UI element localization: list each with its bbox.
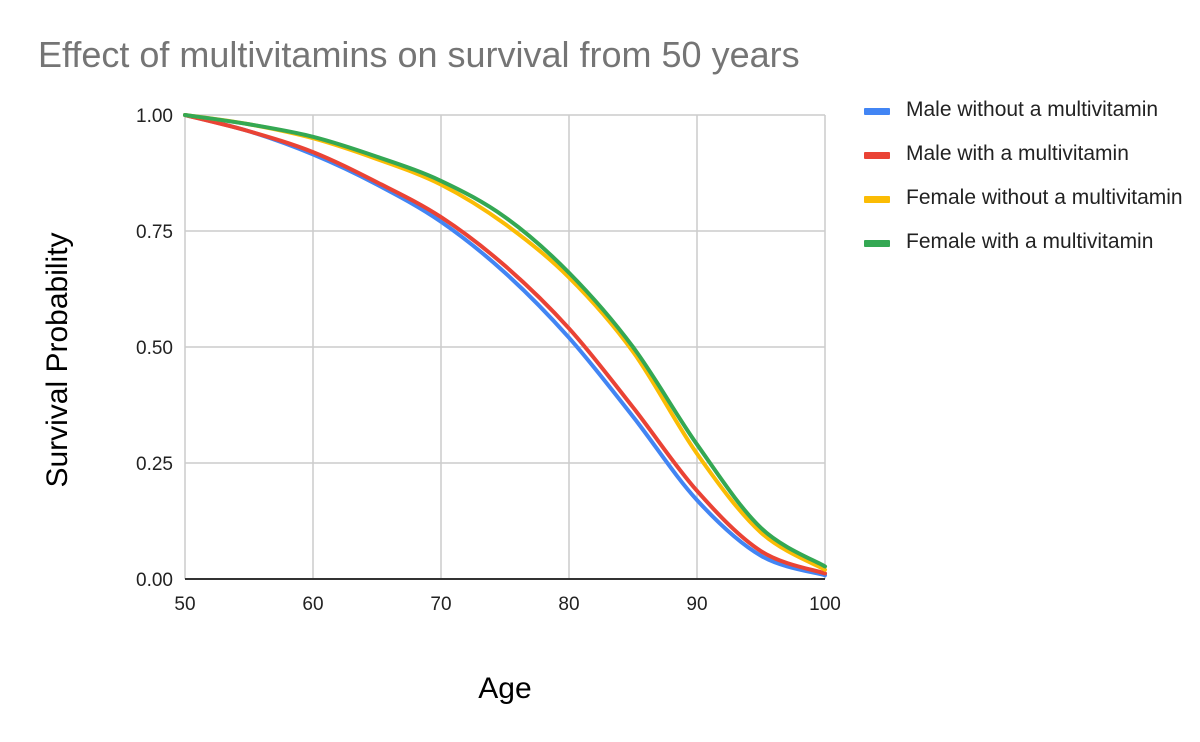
y-tick-label: 0.00 xyxy=(136,570,173,591)
chart-title: Effect of multivitamins on survival from… xyxy=(38,34,800,75)
x-axis-title: Age xyxy=(478,672,531,705)
series-line-1 xyxy=(183,113,827,578)
y-tick-label: 0.50 xyxy=(136,338,173,359)
legend-label: Female with a multivitamin xyxy=(906,230,1154,253)
x-tick-label: 90 xyxy=(686,594,707,615)
x-tick-label: 70 xyxy=(430,594,451,615)
legend: Male without a multivitamin Male with a m… xyxy=(864,98,1194,254)
y-axis-title: Survival Probability xyxy=(41,232,74,487)
series-line-3 xyxy=(183,113,827,572)
y-tick-label: 0.75 xyxy=(136,222,173,243)
y-tick-label: 0.25 xyxy=(136,454,173,475)
legend-swatch xyxy=(864,196,890,203)
y-tick-label: 1.00 xyxy=(136,106,173,127)
series-line-4 xyxy=(183,113,827,569)
legend-item: Male without a multivitamin xyxy=(864,98,1194,122)
legend-item: Male with a multivitamin xyxy=(864,142,1194,166)
series-line-2 xyxy=(183,113,827,576)
x-tick-label: 50 xyxy=(174,594,195,615)
legend-label: Male with a multivitamin xyxy=(906,142,1129,165)
series-lines xyxy=(183,113,827,578)
legend-swatch xyxy=(864,108,890,115)
x-tick-label: 60 xyxy=(302,594,323,615)
tick-labels: 50 60 70 80 90 100 0.00 0.25 0.50 0.75 1.00 xyxy=(136,106,841,615)
legend-swatch xyxy=(864,152,890,159)
legend-label: Male without a multivitamin xyxy=(906,98,1159,121)
legend-item: Female without a multivitamin xyxy=(864,186,1194,210)
x-tick-label: 80 xyxy=(558,594,579,615)
grid xyxy=(184,114,826,579)
x-tick-label: 100 xyxy=(809,594,841,615)
legend-swatch xyxy=(864,240,890,247)
legend-item: Female with a multivitamin xyxy=(864,230,1194,254)
legend-label: Female without a multivitamin xyxy=(906,186,1183,209)
